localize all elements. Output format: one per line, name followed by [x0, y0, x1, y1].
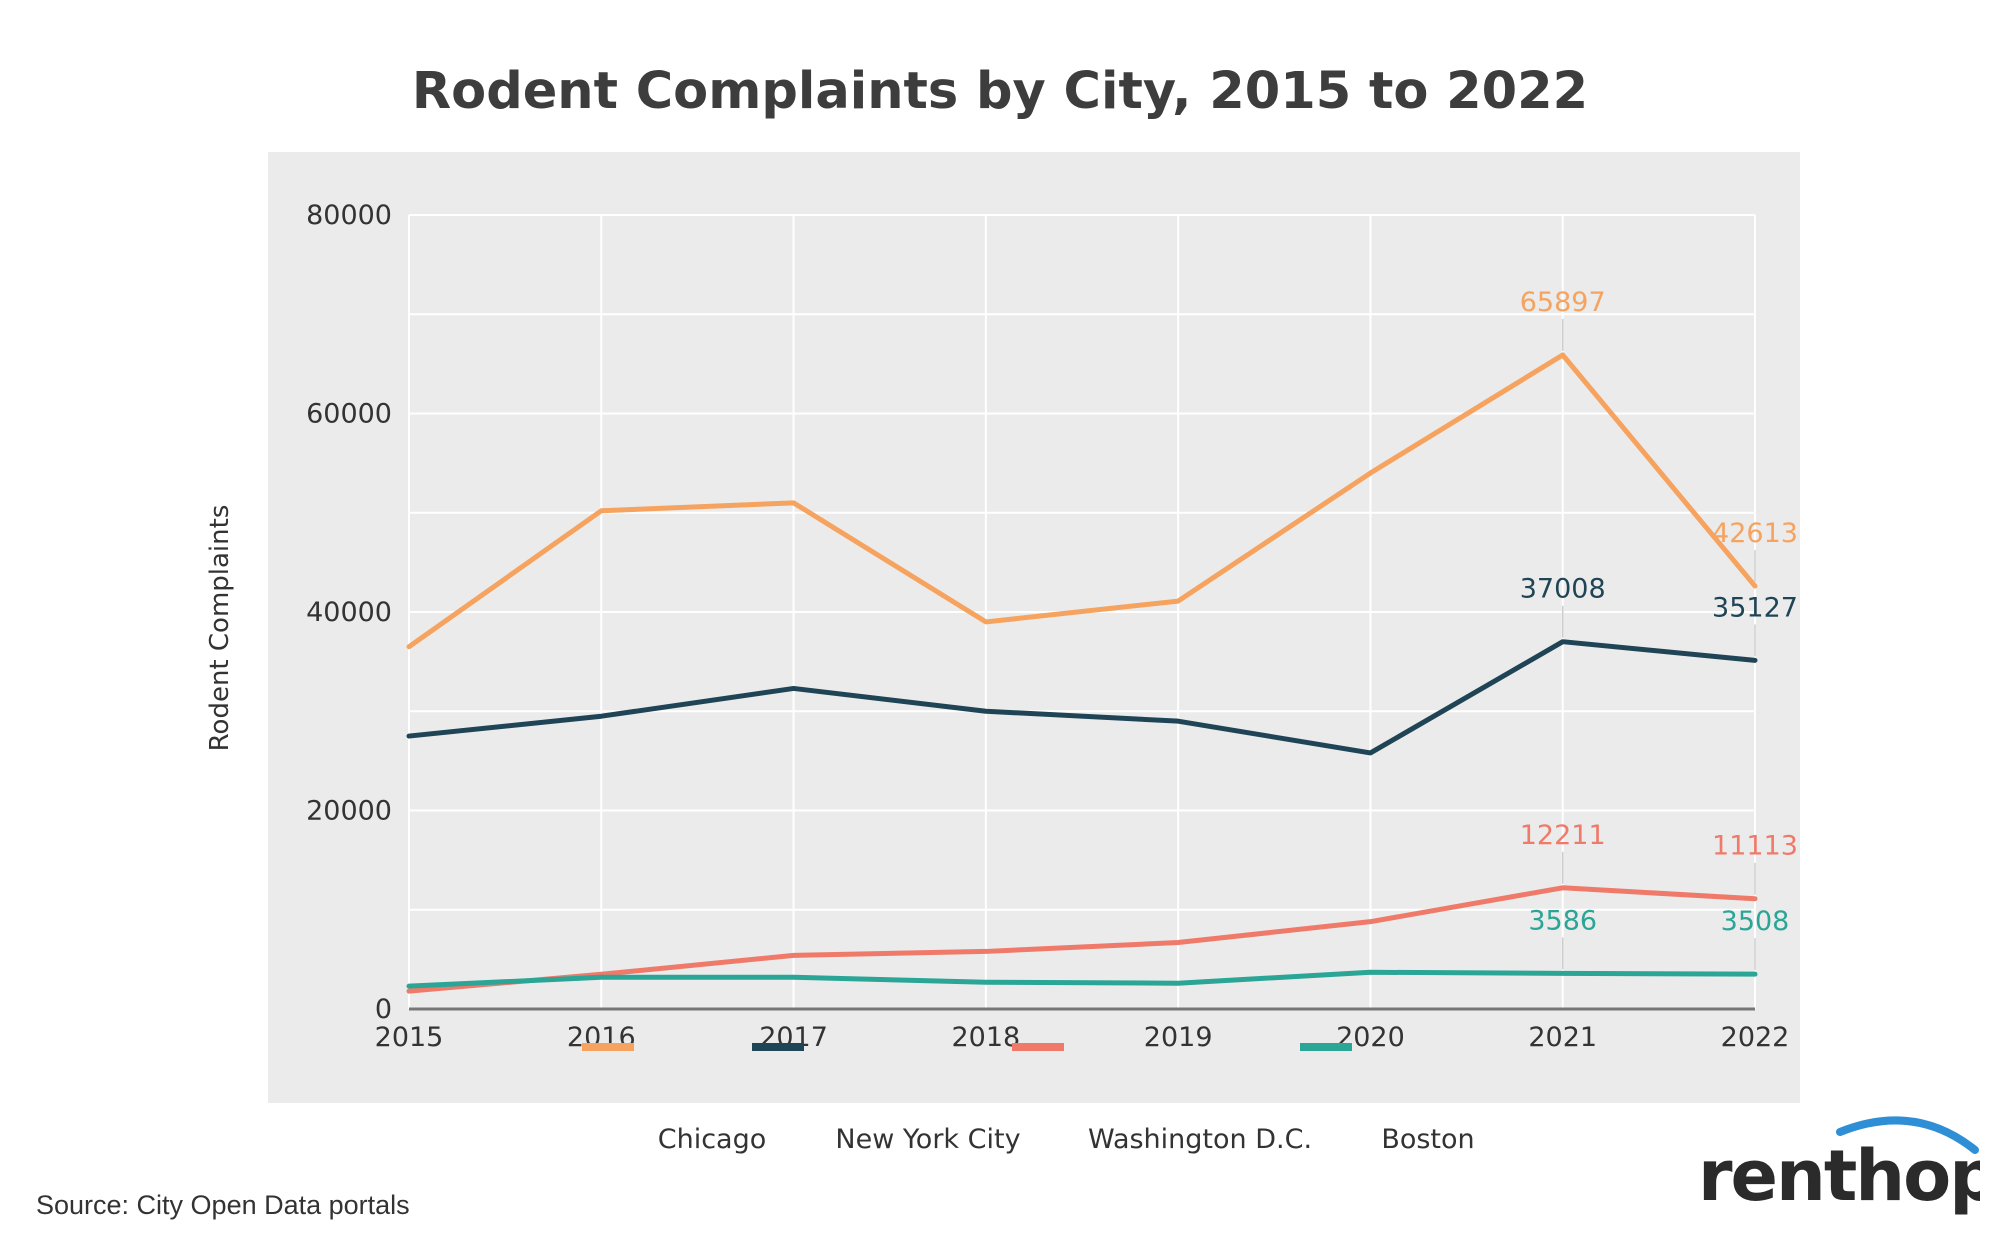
y-tick-label: 40000 [306, 597, 392, 628]
data-label: 35127 [1712, 592, 1798, 623]
series-line-new-york-city [406, 639, 1758, 756]
data-label: 3586 [1528, 905, 1597, 936]
y-tick-label: 0 [375, 994, 392, 1025]
chart-title: Rodent Complaints by City, 2015 to 2022 [411, 62, 1589, 121]
series-line-boston [406, 969, 1758, 989]
legend-label: New York City [835, 1124, 1020, 1155]
legend-swatch [1300, 1043, 1352, 1051]
data-label: 12211 [1520, 820, 1606, 851]
x-tick-label: 2022 [1721, 1022, 1790, 1053]
renthop-logo: renthop [1698, 1116, 1980, 1217]
plot-panel [268, 152, 1800, 1103]
data-label: 42613 [1712, 518, 1798, 549]
data-labels: 65897 42613 37008 35127 12211 11113 3586 3508 [1520, 287, 1798, 971]
series-lines [406, 352, 1758, 994]
legend-label: Washington D.C. [1088, 1124, 1312, 1155]
legend-swatch [582, 1043, 634, 1051]
data-label: 37008 [1520, 574, 1606, 605]
data-label: 65897 [1520, 287, 1606, 318]
series-line-chicago [406, 352, 1758, 650]
y-axis-title: Rodent Complaints [205, 505, 235, 752]
y-tick-label: 20000 [306, 796, 392, 827]
data-label: 3508 [1721, 906, 1790, 937]
legend: Chicago New York City Washington D.C. Bosto… [582, 1043, 1475, 1155]
legend-label: Chicago [658, 1124, 767, 1155]
logo-arc-icon [1836, 1116, 1979, 1154]
series-line-washington-d-c [406, 885, 1758, 994]
data-label: 11113 [1712, 831, 1798, 862]
x-tick-label: 2018 [951, 1022, 1020, 1053]
legend-swatch [752, 1043, 804, 1051]
source-note: Source: City Open Data portals [36, 1190, 410, 1220]
y-tick-label: 80000 [306, 200, 392, 231]
legend-swatch [1012, 1043, 1064, 1051]
x-tick-label: 2015 [375, 1022, 444, 1053]
logo-wordmark: renthop [1698, 1135, 1980, 1217]
y-tick-label: 60000 [306, 399, 392, 430]
x-tick-label: 2021 [1528, 1022, 1597, 1053]
legend-label: Boston [1381, 1124, 1474, 1155]
x-tick-label: 2019 [1144, 1022, 1213, 1053]
